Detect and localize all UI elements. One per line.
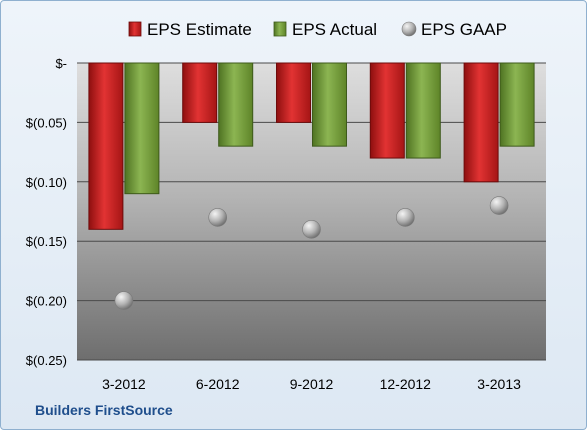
bar-eps-estimate-9-2012 <box>276 62 311 123</box>
bar-eps-actual-3-2013 <box>499 62 535 147</box>
legend-label: EPS Actual <box>292 20 377 39</box>
legend-swatch <box>128 21 142 37</box>
legend-label: EPS GAAP <box>421 20 507 39</box>
bar-eps-estimate-12-2012 <box>369 62 405 159</box>
y-tick-label: $(0.20) <box>26 294 67 309</box>
marker-eps-gaap-12-2012 <box>395 208 415 227</box>
legend-swatch <box>273 21 287 37</box>
marker-eps-gaap-9-2012 <box>302 220 321 239</box>
bar-eps-estimate-3-2013 <box>463 62 499 183</box>
bar-eps-actual-9-2012 <box>312 62 347 147</box>
bar-eps-estimate-3-2012 <box>88 62 124 230</box>
company-label: Builders FirstSource <box>35 402 173 418</box>
x-tick-label: 3-2012 <box>102 376 146 392</box>
y-tick-label: $(0.05) <box>26 115 67 130</box>
x-tick-label: 9-2012 <box>290 376 334 392</box>
legend-swatch <box>401 21 417 37</box>
bar-eps-estimate-6-2012 <box>182 62 218 123</box>
y-tick-label: $(0.15) <box>26 234 67 249</box>
marker-eps-gaap-3-2013 <box>489 196 509 215</box>
x-tick-label: 6-2012 <box>196 376 240 392</box>
x-tick-label: 12-2012 <box>380 376 432 392</box>
y-tick-label: $(0.10) <box>26 175 67 190</box>
legend-label: EPS Estimate <box>147 20 252 39</box>
bar-eps-actual-12-2012 <box>405 62 441 159</box>
bar-eps-actual-3-2012 <box>124 62 160 195</box>
y-tick-label: $- <box>55 56 67 71</box>
marker-eps-gaap-3-2012 <box>114 291 134 310</box>
bar-eps-actual-6-2012 <box>218 62 254 147</box>
marker-eps-gaap-6-2012 <box>208 208 227 227</box>
y-tick-label: $(0.25) <box>26 353 67 368</box>
x-tick-label: 3-2013 <box>477 376 521 392</box>
